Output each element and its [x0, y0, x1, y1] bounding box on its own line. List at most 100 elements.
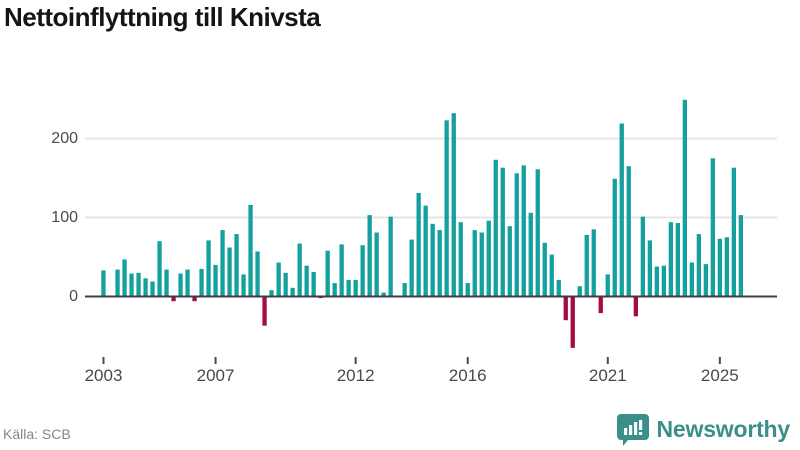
bar-2016Q2 [472, 230, 477, 297]
bar-2011Q4 [346, 279, 351, 297]
chart-title: Nettoinflyttning till Knivsta [4, 2, 321, 32]
bar-2005Q4 [178, 273, 183, 297]
bar-2012Q2 [360, 245, 365, 297]
bar-2017Q2 [500, 167, 505, 297]
bar-2007Q2 [220, 230, 225, 297]
x-tick-label-2012: 2012 [336, 366, 375, 385]
bar-2024Q3 [703, 264, 708, 297]
bar-2005Q2 [164, 269, 169, 297]
bar-2008Q3 [255, 251, 260, 297]
bar-2020Q2 [584, 234, 589, 297]
bar-2007Q4 [234, 234, 239, 297]
bar-2012Q4 [374, 232, 379, 297]
bar-2015Q4 [458, 222, 463, 297]
bar-2021Q1 [605, 274, 610, 297]
bar-2004Q4 [150, 281, 155, 297]
bar-2003Q1 [101, 270, 106, 297]
bar-2016Q3 [479, 232, 484, 297]
bar-2018Q3 [535, 169, 540, 297]
bar-2022Q3 [647, 240, 652, 297]
bar-2013Q1 [381, 292, 386, 297]
bar-2004Q1 [129, 273, 134, 297]
bar-2023Q3 [675, 223, 680, 297]
bar-2009Q2 [276, 262, 281, 297]
bar-2020Q4 [598, 296, 603, 314]
bar-2024Q2 [696, 234, 701, 297]
bar-2008Q1 [241, 274, 246, 297]
bar-2019Q1 [549, 254, 554, 297]
bar-2018Q2 [528, 212, 533, 297]
bar-2014Q4 [430, 223, 435, 297]
bar-2019Q3 [563, 296, 568, 321]
bar-2019Q2 [556, 279, 561, 297]
x-tick-label-2007: 2007 [196, 366, 235, 385]
bar-2006Q1 [185, 269, 190, 297]
bar-2025Q1 [717, 238, 722, 297]
bar-2022Q4 [654, 266, 659, 297]
bar-2023Q2 [668, 222, 673, 297]
bar-2023Q1 [661, 265, 666, 297]
bar-2008Q4 [262, 296, 267, 326]
bar-2020Q1 [577, 286, 582, 297]
bar-2015Q2 [444, 120, 449, 297]
bar-2003Q3 [115, 269, 120, 297]
bar-2008Q2 [248, 204, 253, 297]
bar-2015Q1 [437, 230, 442, 297]
plot-area: 0 100 200 2003 2007 2012 2016 2021 2025 [51, 99, 777, 385]
newsworthy-logo-icon [616, 413, 649, 446]
y-tick-label-200: 200 [51, 129, 78, 147]
y-tick-label-0: 0 [69, 287, 78, 305]
bar-2025Q2 [724, 237, 729, 297]
bar-2006Q4 [206, 240, 211, 297]
bar-2022Q1 [633, 296, 638, 317]
bar-2022Q2 [640, 216, 645, 297]
bar-2011Q2 [332, 283, 337, 297]
bar-chart [85, 99, 777, 364]
brand-lockup: Newsworthy [616, 411, 791, 447]
bar-2005Q3 [171, 296, 176, 302]
bar-2024Q4 [710, 158, 715, 297]
bar-2017Q3 [507, 226, 512, 297]
bar-2009Q4 [290, 287, 295, 297]
bar-2014Q3 [423, 205, 428, 297]
bar-2011Q3 [339, 244, 344, 297]
bar-2019Q4 [570, 296, 575, 348]
bar-2009Q1 [269, 290, 274, 297]
bar-2013Q2 [388, 216, 393, 297]
bar-2006Q3 [199, 268, 204, 297]
bar-2007Q3 [227, 247, 232, 297]
bar-2013Q4 [402, 283, 407, 297]
bar-2023Q4 [682, 99, 687, 297]
brand-name: Newsworthy [656, 415, 791, 442]
bar-2009Q3 [283, 272, 288, 297]
bar-2012Q1 [353, 279, 358, 297]
bar-2014Q2 [416, 193, 421, 297]
x-tick-label-2003: 2003 [84, 366, 123, 385]
x-tick-label-2025: 2025 [700, 366, 739, 385]
bar-2015Q3 [451, 113, 456, 297]
bar-2017Q4 [514, 173, 519, 297]
bar-2025Q4 [738, 215, 743, 297]
bar-2003Q4 [122, 259, 127, 297]
bar-2021Q4 [626, 166, 631, 297]
bar-2010Q2 [304, 265, 309, 297]
bar-2010Q3 [311, 272, 316, 297]
bar-2016Q4 [486, 220, 491, 297]
bar-2021Q2 [612, 178, 617, 297]
bar-2020Q3 [591, 229, 596, 297]
y-tick-label-100: 100 [51, 208, 78, 226]
bar-2006Q2 [192, 296, 197, 302]
bar-2005Q1 [157, 241, 162, 297]
bar-2021Q3 [619, 123, 624, 297]
bar-2007Q1 [213, 264, 218, 297]
bar-2025Q3 [731, 167, 736, 297]
bar-2018Q1 [521, 165, 526, 297]
x-tick-label-2016: 2016 [448, 366, 487, 385]
bar-2016Q1 [465, 283, 470, 297]
bar-2010Q1 [297, 243, 302, 297]
bar-2017Q1 [493, 159, 498, 297]
bar-2018Q4 [542, 242, 547, 297]
bar-2014Q1 [409, 239, 414, 297]
bar-2004Q2 [136, 272, 141, 297]
